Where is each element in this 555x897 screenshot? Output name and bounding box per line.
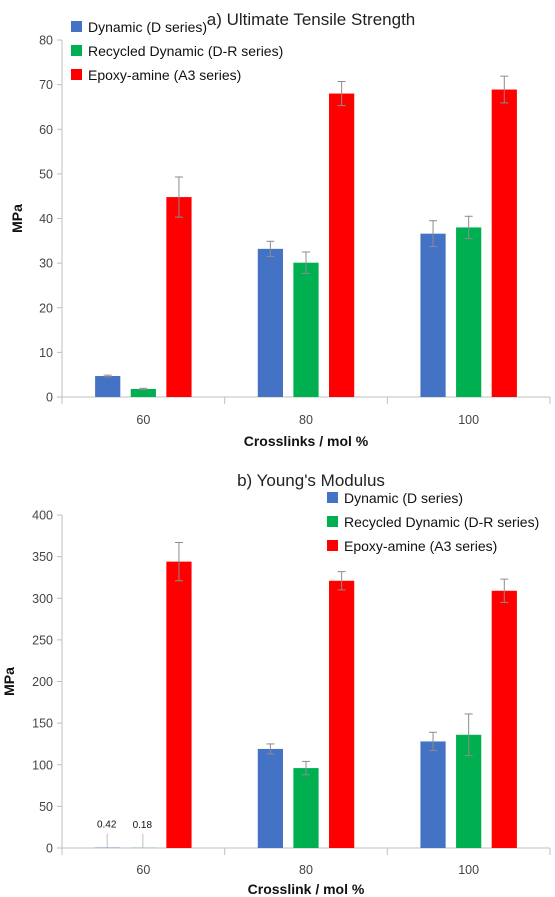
x-axis-label: Crosslink / mol % bbox=[248, 881, 365, 897]
y-tick-label: 50 bbox=[39, 800, 53, 814]
bar-3-80 bbox=[329, 93, 355, 398]
legend-entry: Epoxy-amine (A3 series) bbox=[88, 67, 241, 83]
bar-2-60 bbox=[130, 388, 156, 397]
data-label: 0.18 bbox=[133, 820, 153, 831]
x-tick-label: 80 bbox=[299, 413, 313, 427]
y-axis-label: MPa bbox=[1, 667, 17, 696]
y-tick-label: 60 bbox=[39, 123, 53, 137]
bar-1-60 bbox=[95, 376, 121, 397]
chart-title: b) Young's Modulus bbox=[237, 471, 385, 490]
legend-swatch bbox=[71, 45, 82, 56]
error-bar bbox=[464, 713, 473, 757]
y-tick-label: 20 bbox=[39, 301, 53, 315]
bar-3-60 bbox=[166, 197, 192, 397]
x-tick-label: 60 bbox=[136, 863, 150, 877]
legend-swatch bbox=[327, 492, 338, 503]
error-bar bbox=[302, 760, 310, 776]
error-bar bbox=[337, 81, 346, 107]
y-tick-label: 50 bbox=[39, 167, 53, 181]
legend-swatch bbox=[327, 516, 338, 527]
error-bar bbox=[174, 541, 183, 582]
chart-ultimate-tensile-strength: a) Ultimate Tensile Strength 0 10 20 30 40 50 6… bbox=[9, 10, 551, 449]
data-label: 0.42 bbox=[97, 820, 117, 831]
bar-3-60 bbox=[166, 561, 192, 848]
y-tick-label: 70 bbox=[39, 78, 53, 92]
y-tick-label: 10 bbox=[39, 346, 53, 360]
error-bar bbox=[500, 578, 509, 603]
y-axis-label: MPa bbox=[9, 204, 25, 233]
legend-entry: Recycled Dynamic (D-R series) bbox=[344, 514, 539, 530]
y-tick-label: 250 bbox=[32, 633, 53, 647]
x-tick-label: 80 bbox=[299, 863, 313, 877]
legend-entry: Epoxy-amine (A3 series) bbox=[344, 538, 497, 554]
y-tick-label: 150 bbox=[32, 717, 53, 731]
error-bar bbox=[302, 251, 310, 274]
error-bar bbox=[103, 374, 112, 378]
bar-2-80 bbox=[293, 768, 319, 848]
error-bar bbox=[500, 75, 509, 104]
error-bar bbox=[429, 731, 438, 752]
error-bar bbox=[464, 215, 473, 240]
x-axis-label: Crosslinks / mol % bbox=[244, 433, 369, 449]
legend-entry: Dynamic (D series) bbox=[88, 19, 207, 35]
y-tick-label: 350 bbox=[32, 550, 53, 564]
error-bar bbox=[174, 176, 183, 218]
x-tick-label: 100 bbox=[458, 413, 479, 427]
legend-entry: Recycled Dynamic (D-R series) bbox=[88, 43, 283, 59]
chart-title: a) Ultimate Tensile Strength bbox=[207, 10, 416, 29]
y-tick-label: 0 bbox=[46, 842, 53, 856]
legend-swatch bbox=[327, 540, 338, 551]
bar-1-80 bbox=[257, 748, 283, 848]
error-bar bbox=[139, 387, 148, 391]
legend-swatch bbox=[71, 69, 82, 80]
error-bar bbox=[266, 743, 275, 755]
x-tick-label: 60 bbox=[136, 413, 150, 427]
bar-3-80 bbox=[329, 580, 355, 848]
bar-1-100 bbox=[420, 233, 446, 397]
error-bar bbox=[337, 571, 346, 591]
y-tick-label: 80 bbox=[39, 34, 53, 48]
x-tick-label: 100 bbox=[458, 863, 479, 877]
legend-entry: Dynamic (D series) bbox=[344, 490, 463, 506]
y-tick-label: 0 bbox=[46, 391, 53, 405]
y-tick-label: 40 bbox=[39, 212, 53, 226]
bar-3-100 bbox=[491, 89, 517, 397]
bar-2-80 bbox=[293, 262, 319, 397]
chart-youngs-modulus: b) Young's Modulus 0 50 100 150 200 250 300 350 4… bbox=[1, 471, 551, 897]
y-tick-label: 100 bbox=[32, 758, 53, 772]
y-tick-label: 200 bbox=[32, 675, 53, 689]
bar-2-100 bbox=[456, 227, 482, 397]
error-bar bbox=[429, 220, 438, 248]
bar-1-100 bbox=[420, 741, 446, 848]
y-tick-label: 300 bbox=[32, 592, 53, 606]
error-bar bbox=[266, 240, 275, 257]
bar-1-80 bbox=[257, 248, 283, 397]
y-tick-label: 30 bbox=[39, 257, 53, 271]
y-tick-label: 400 bbox=[32, 509, 53, 523]
legend-swatch bbox=[71, 21, 82, 32]
bar-3-100 bbox=[491, 590, 517, 848]
